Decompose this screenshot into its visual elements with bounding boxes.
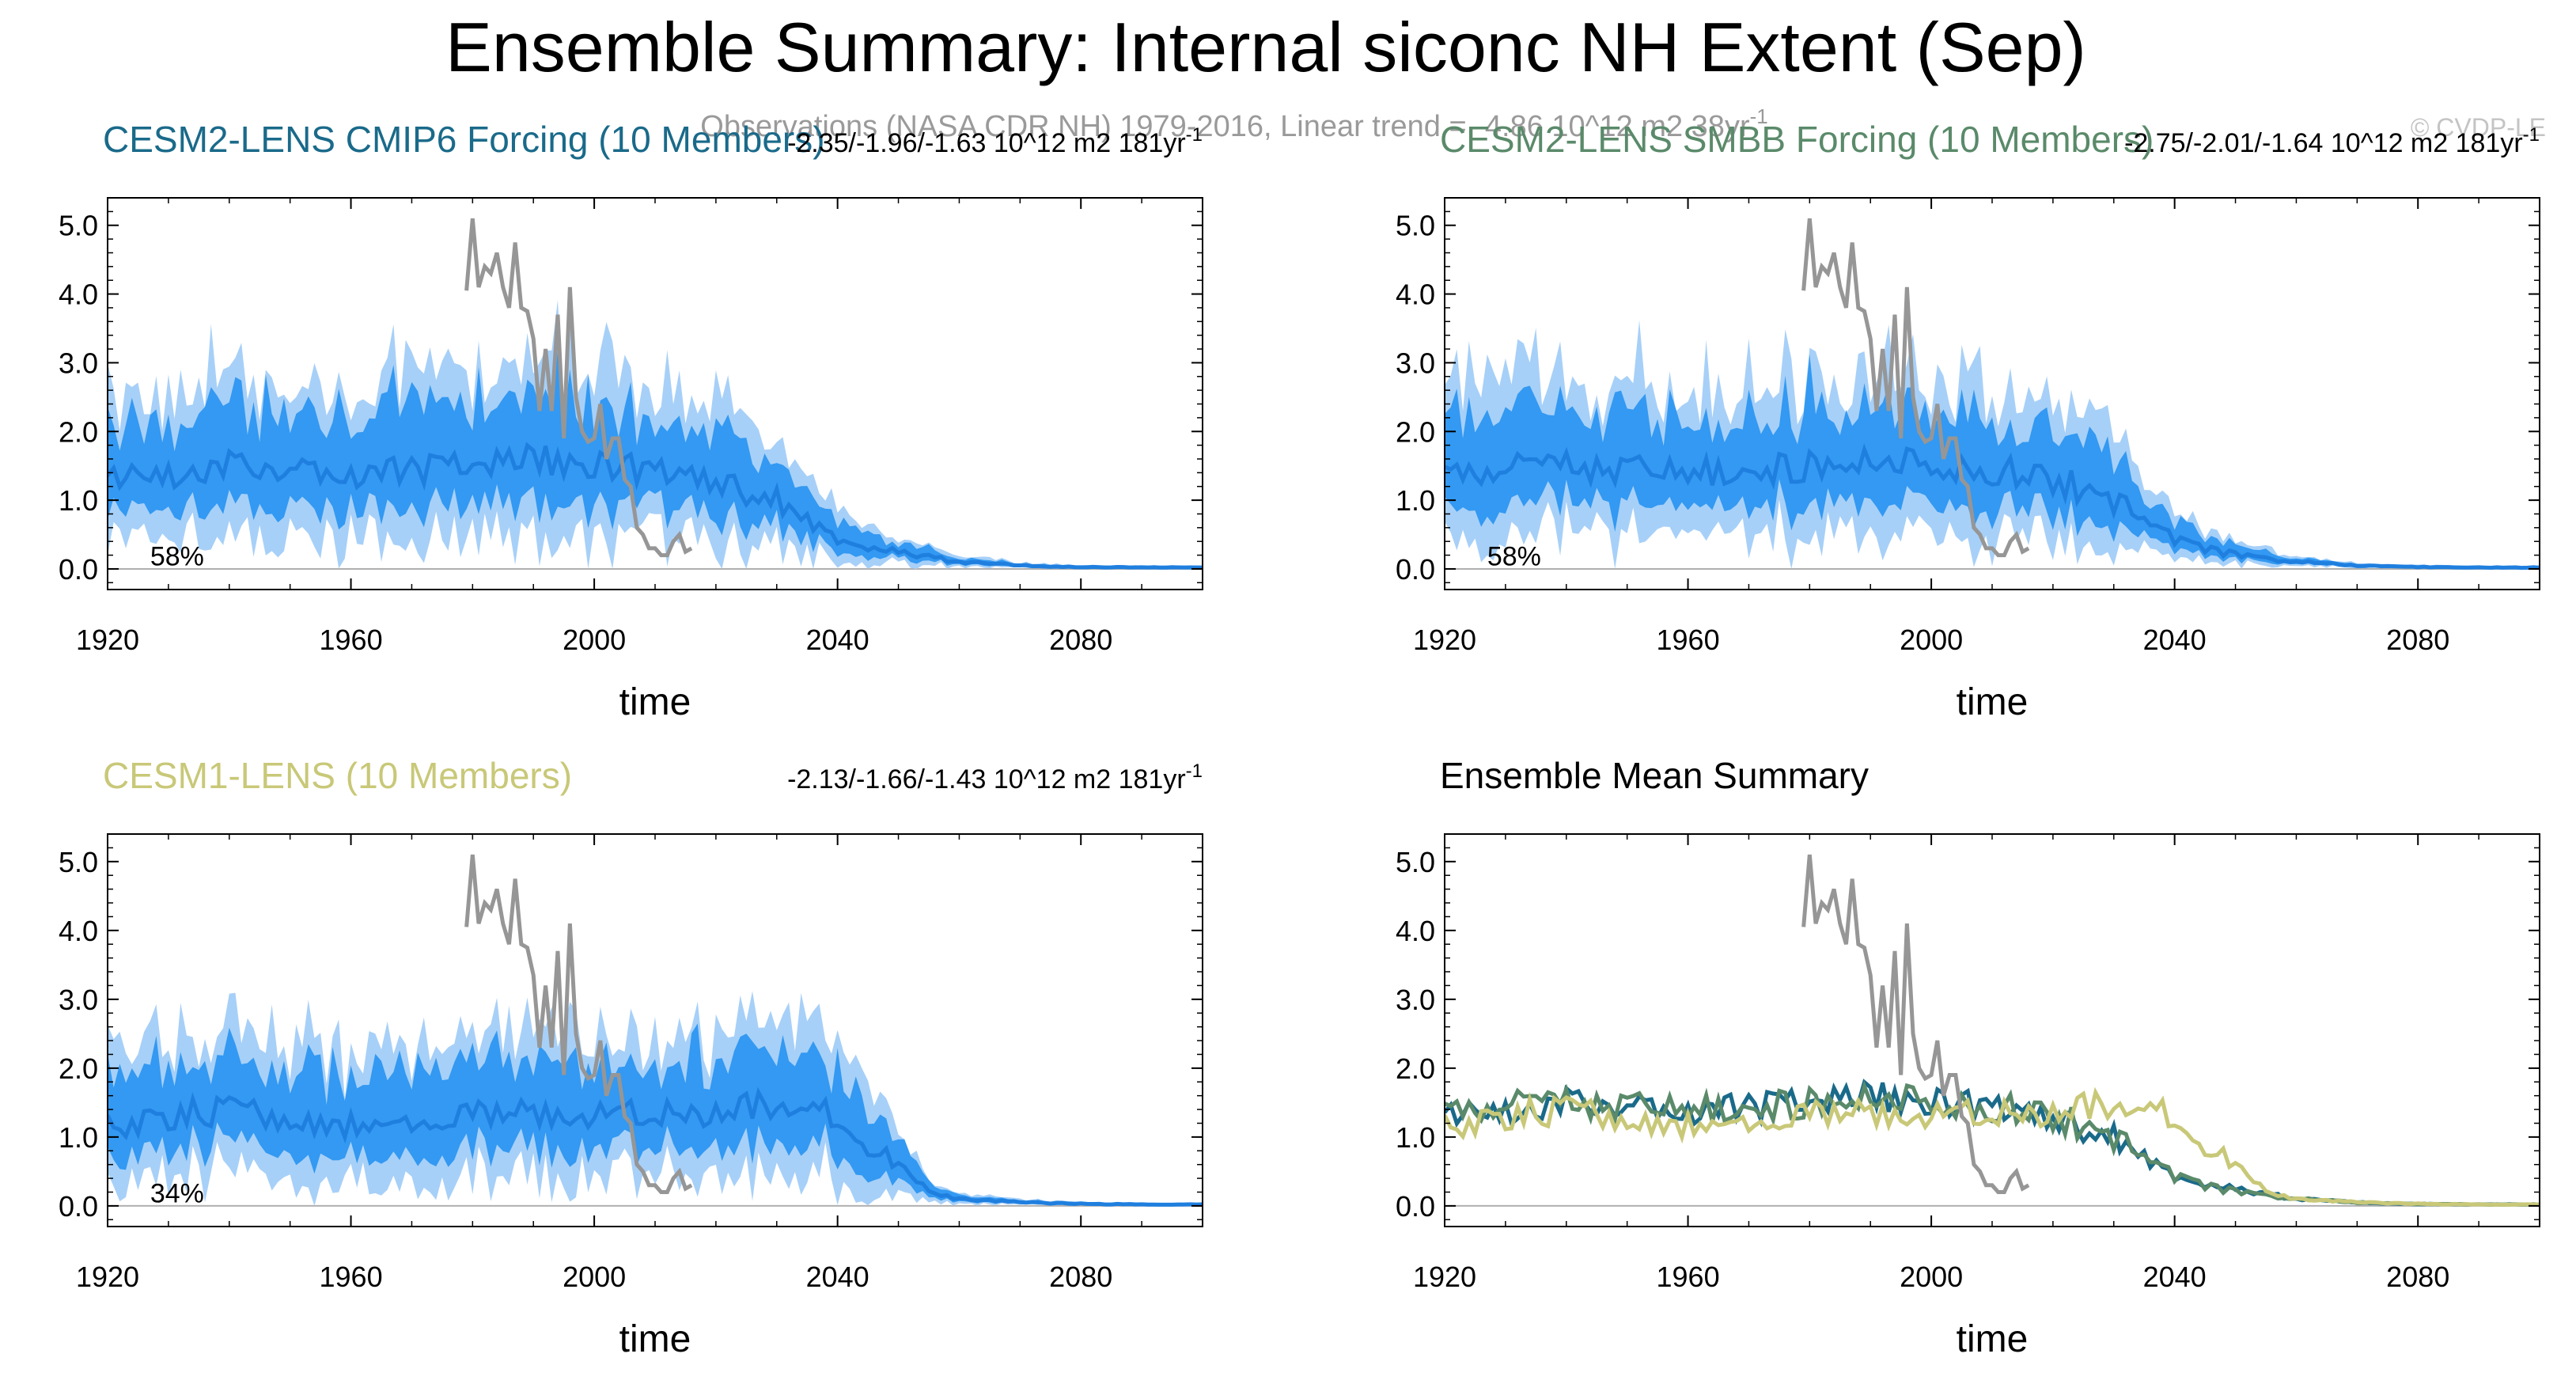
figure-title: Ensemble Summary: Internal siconc NH Ext… [445,8,2086,86]
observations-line [1801,854,2030,1194]
trend-label: -2.75/-2.01/-1.64 10^12 m2 181yr-1 [2124,124,2540,158]
y-tick-label: 2.0 [1396,415,1435,448]
x-tick-label: 2000 [563,1261,626,1293]
y-tick-label: 2.0 [59,1052,98,1085]
trend-text: -2.75/-2.01/-1.64 10^12 m2 181yr [2124,128,2523,158]
x-tick-label: 1960 [320,624,383,656]
ensemble-mean-line [108,442,1203,570]
plot-frame [1444,833,2540,1227]
panel-cesm1: CESM1-LENS (10 Members) -2.13/-1.66/-1.43… [59,755,1203,1360]
panel-cesm2-smbb: CESM2-LENS SMBB Forcing (10 Members)-2.7… [1396,119,2540,723]
y-tick-label: 5.0 [59,846,98,878]
observations-line [464,854,693,1194]
panel-title: Ensemble Mean Summary [1440,755,1869,796]
y-tick-label: 2.0 [1396,1052,1435,1085]
trend-text: -2.13/-1.66/-1.43 10^12 m2 181yr [787,764,1186,794]
x-tick-label: 1960 [320,1261,383,1293]
y-tick-label: 4.0 [59,279,98,311]
x-tick-label: 2040 [806,1261,869,1293]
series-line-cesm1 [1445,1086,2540,1207]
panel-title: CESM2-LENS SMBB Forcing (10 Members) [1440,119,2154,160]
x-tick-label: 1960 [1657,624,1720,656]
x-tick-label: 2000 [1900,1261,1963,1293]
trend-label: -2.35/-1.96/-1.63 10^12 m2 181yr-1 [787,124,1203,158]
observations-label: Observations (NASA CDR NH) 1979-2016, Li… [700,104,1767,143]
y-tick-label: 1.0 [1396,484,1435,517]
ensemble-mean-line [1445,443,2540,571]
panel-cesm2-cmip6: CESM2-LENS CMIP6 Forcing (10 Members)-2.… [59,119,1203,723]
plot-area [1445,854,2540,1208]
ensemble-mean-line [108,1086,1203,1207]
x-tick-label: 1960 [1657,1261,1720,1293]
inner-spread-band [108,1023,1203,1206]
watermark: © CVDP-LE [2411,113,2546,142]
x-tick-label: 1920 [1413,624,1476,656]
y-tick-label: 4.0 [1396,915,1435,947]
observations-label-superscript: -1 [1750,104,1768,128]
x-tick-label: 2080 [2386,624,2449,656]
x-tick-label: 2080 [2386,1261,2449,1293]
y-tick-label: 3.0 [1396,347,1435,379]
y-tick-label: 4.0 [1396,279,1435,311]
x-axis-label: time [1957,1318,2029,1360]
trend-label: -2.13/-1.66/-1.43 10^12 m2 181yr-1 [787,760,1203,794]
x-tick-label: 1920 [76,624,139,656]
observations-label-text: Observations (NASA CDR NH) 1979-2016, Li… [700,110,1750,143]
y-tick-label: 0.0 [59,553,98,586]
panel-title: CESM1-LENS (10 Members) [103,755,572,796]
y-tick-label: 4.0 [59,915,98,947]
y-tick-label: 2.0 [59,415,98,448]
inner-spread-band [1445,354,2540,569]
plot-area [108,854,1203,1207]
x-tick-label: 2000 [1900,624,1963,656]
y-tick-label: 5.0 [59,210,98,242]
x-axis-label: time [619,1318,691,1360]
inner-spread-band [108,351,1203,569]
y-tick-label: 1.0 [1396,1121,1435,1154]
x-tick-label: 2080 [1049,624,1112,656]
y-tick-label: 5.0 [1396,846,1435,878]
x-tick-label: 2000 [563,624,626,656]
observations-line [464,218,693,558]
y-tick-label: 5.0 [1396,210,1435,242]
observations-line [1801,218,2030,558]
y-tick-label: 1.0 [59,484,98,517]
trend-superscript: -1 [1186,760,1203,782]
x-tick-label: 1920 [76,1261,139,1293]
x-tick-label: 2080 [1049,1261,1112,1293]
plot-area [108,218,1203,570]
percent-label: 58% [150,542,204,572]
y-tick-label: 1.0 [59,1121,98,1154]
trend-superscript: -1 [1186,124,1203,146]
x-tick-label: 2040 [2143,624,2207,656]
x-axis-label: time [1957,681,2029,723]
panel-ensemble-mean-summary: Ensemble Mean Summary 0.0 1.0 2.0 3.0 4.0 5.0 1… [1396,755,2540,1360]
trend-superscript: -1 [2523,124,2540,146]
panel-title: CESM2-LENS CMIP6 Forcing (10 Members) [103,119,825,160]
x-tick-label: 1920 [1413,1261,1476,1293]
x-tick-label: 2040 [806,624,869,656]
y-tick-label: 0.0 [1396,553,1435,586]
y-tick-label: 3.0 [59,347,98,379]
y-tick-label: 3.0 [1396,984,1435,1016]
panels: CESM2-LENS CMIP6 Forcing (10 Members)-2.… [59,119,2540,1360]
x-axis-label: time [619,681,691,723]
y-tick-label: 0.0 [59,1190,98,1223]
plot-area [1445,218,2540,571]
y-tick-label: 3.0 [59,984,98,1016]
x-tick-label: 2040 [2143,1261,2207,1293]
percent-label: 34% [150,1179,204,1209]
trend-text: -2.35/-1.96/-1.63 10^12 m2 181yr [787,128,1186,158]
percent-label: 58% [1487,542,1541,572]
y-tick-label: 0.0 [1396,1190,1435,1223]
